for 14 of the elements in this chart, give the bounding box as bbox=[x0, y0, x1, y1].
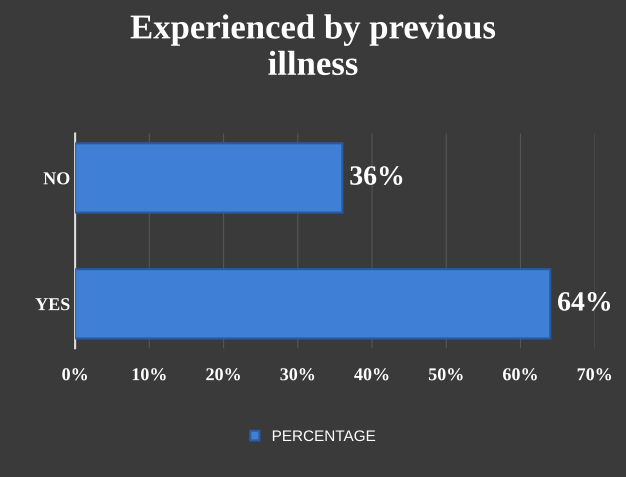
x-tick-label: 20% bbox=[206, 368, 240, 380]
x-tick-label: 70% bbox=[578, 368, 612, 380]
x-tick-label: 10% bbox=[132, 368, 166, 380]
text: 36% bbox=[350, 166, 402, 185]
y-tick-label: YES bbox=[35, 298, 70, 310]
x-tick-label: 40% bbox=[354, 368, 388, 380]
chart-title: Experienced by previous illness bbox=[130, 14, 496, 76]
x-tick-label: 60% bbox=[503, 368, 537, 380]
x-tick-label: 0% bbox=[62, 368, 87, 380]
y-tick-label: NO bbox=[44, 172, 70, 184]
text: 64% bbox=[558, 292, 610, 311]
x-tick-label: 30% bbox=[280, 368, 314, 380]
legend-label: PERCENTAGE bbox=[272, 430, 376, 442]
x-tick-label: 50% bbox=[428, 368, 463, 380]
